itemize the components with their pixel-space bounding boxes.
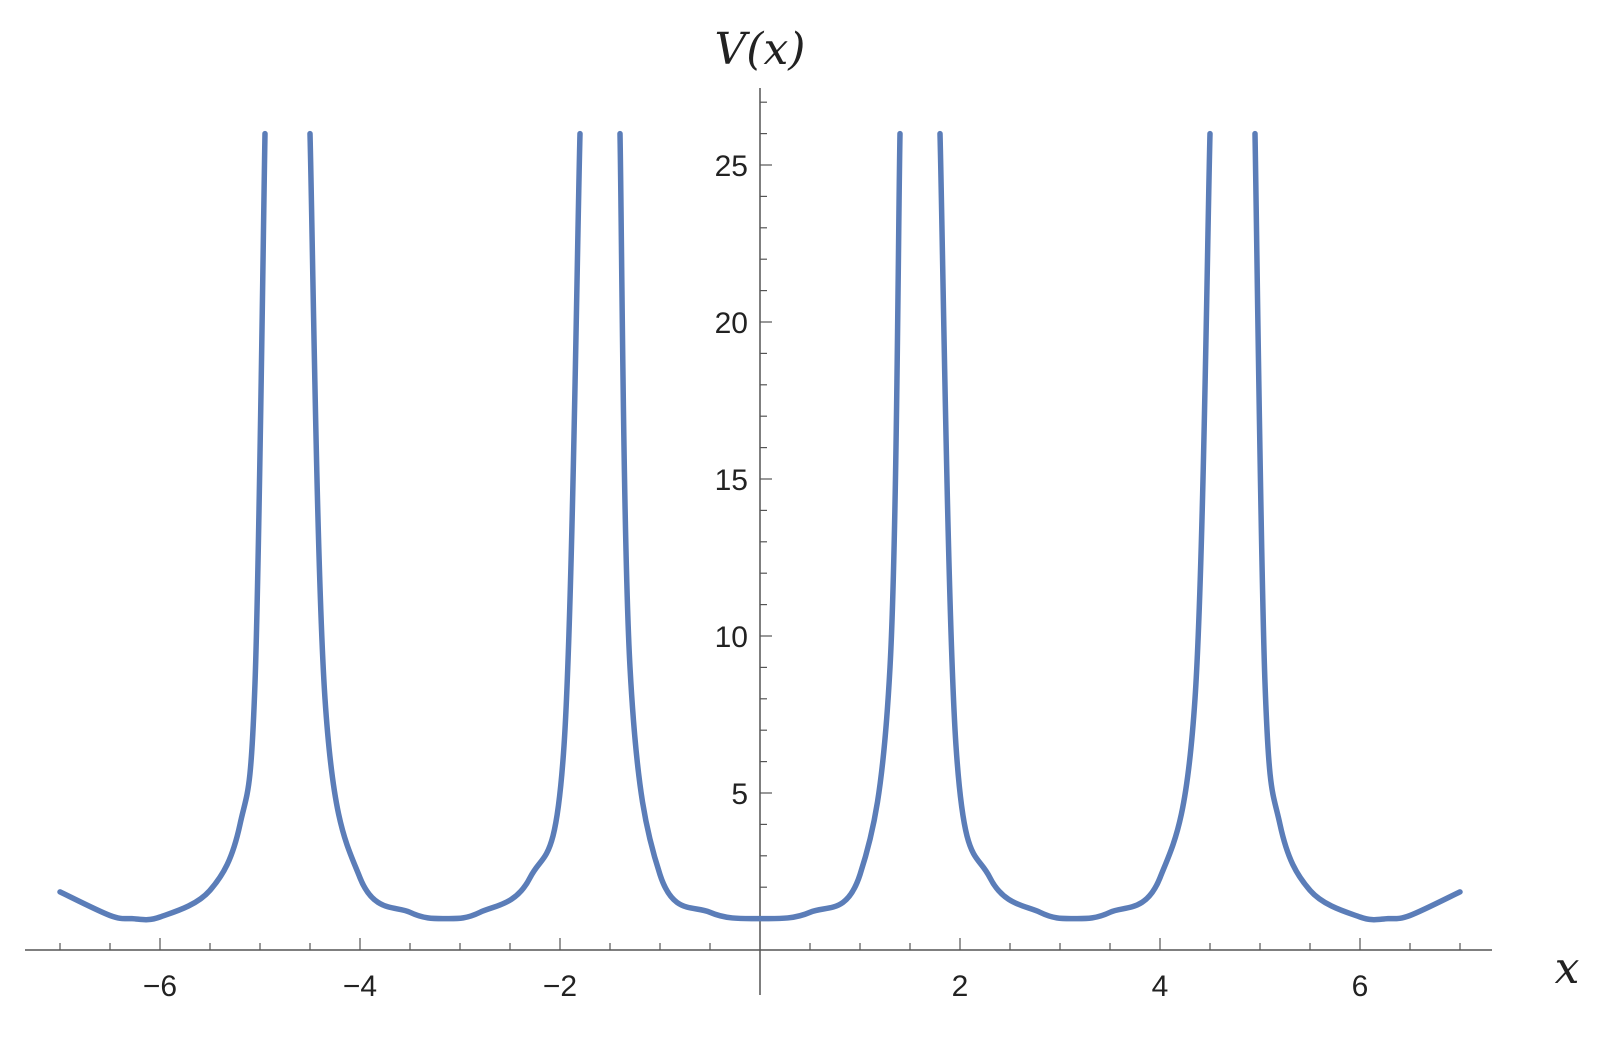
x-tick-label: −2	[543, 970, 577, 1003]
x-tick-label: −4	[343, 970, 377, 1003]
y-tick-label: 25	[715, 150, 748, 183]
x-tick-label: 2	[952, 970, 969, 1003]
tick-labels: −6 −4 −2 2 4 6 5 10 15 20 25	[143, 150, 1368, 1003]
x-tick-label: 6	[1352, 970, 1369, 1003]
series-line-branch	[1252, 130, 1463, 923]
x-tick-label: −6	[143, 970, 177, 1003]
series-line-branch	[57, 130, 268, 923]
y-tick-label: 10	[715, 621, 748, 654]
axes	[25, 88, 1492, 995]
x-axis-label: x	[1555, 943, 1580, 994]
y-tick-label: 20	[715, 307, 748, 340]
series	[57, 130, 1463, 923]
x-tick-label: 4	[1152, 970, 1169, 1003]
y-axis-label: V(x)	[715, 24, 806, 75]
series-line-branch	[617, 130, 903, 922]
series-line-branch	[307, 130, 583, 922]
series-line-branch	[937, 130, 1213, 922]
ticks	[59, 101, 1461, 950]
y-tick-label: 5	[731, 778, 748, 811]
y-tick-label: 15	[715, 464, 748, 497]
